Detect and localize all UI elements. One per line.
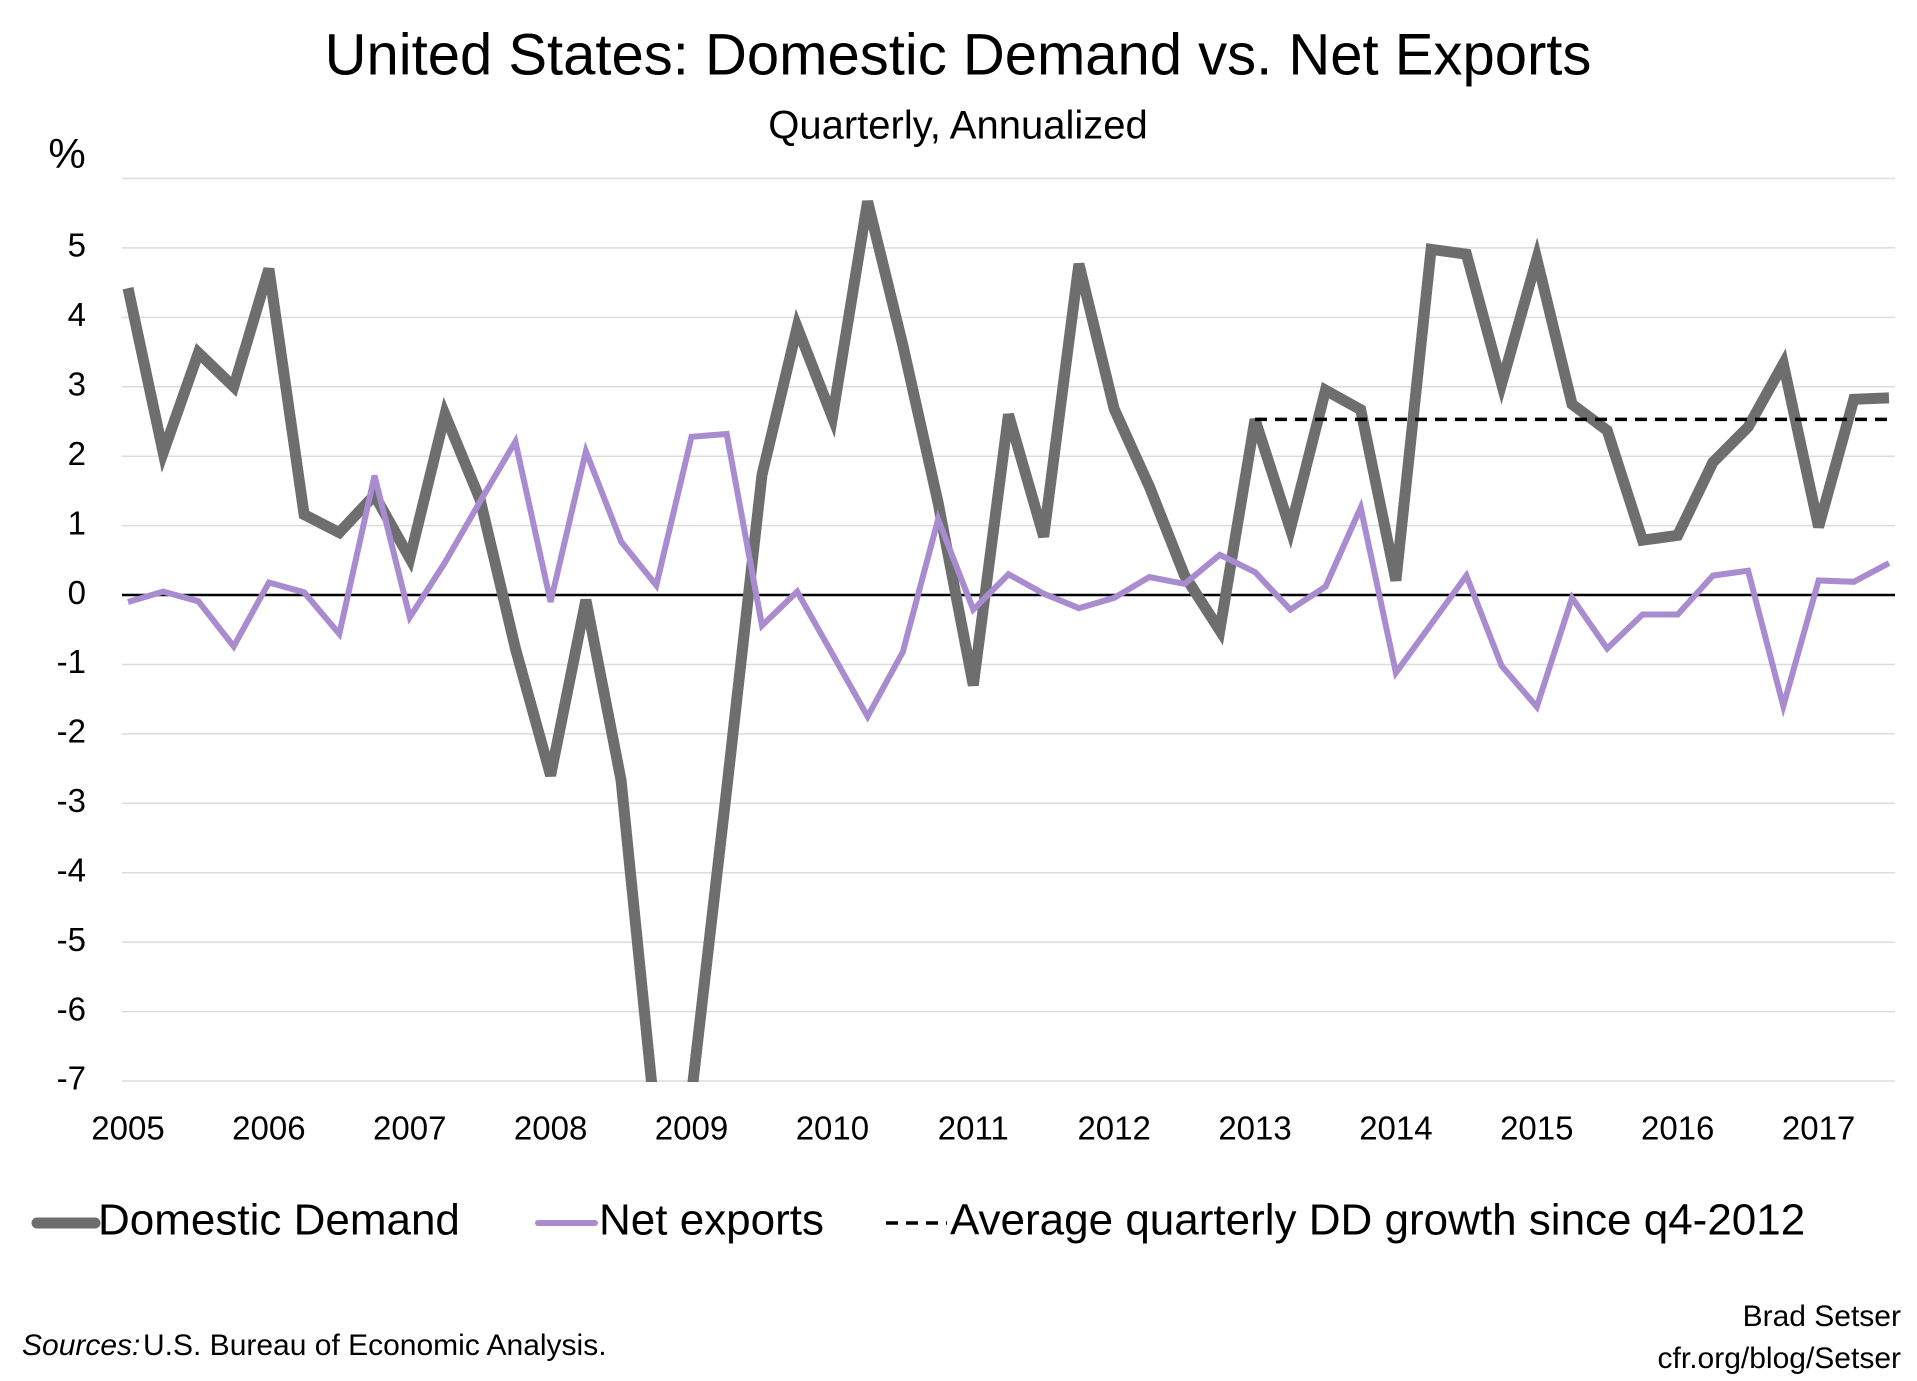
y-tick-label: 0: [68, 574, 86, 611]
y-tick-label: 5: [68, 227, 86, 264]
x-tick-label: 2016: [1641, 1110, 1714, 1147]
series-line: [127, 430, 1891, 723]
legend-label: Average quarterly DD growth since q4-201…: [950, 1196, 1805, 1245]
x-tick-label: 2015: [1500, 1110, 1573, 1147]
y-tick-label: 3: [68, 365, 86, 402]
x-tick-label: 2012: [1077, 1110, 1150, 1147]
x-tick-label: 2008: [514, 1110, 587, 1147]
y-tick-label: -6: [57, 990, 86, 1027]
x-tick-label: 2017: [1782, 1110, 1855, 1147]
sources-label: Sources:: [22, 1329, 140, 1362]
x-tick-label: 2005: [91, 1110, 164, 1147]
x-tick-label: 2007: [373, 1110, 446, 1147]
x-tick-label: 2009: [655, 1110, 728, 1147]
y-tick-label: -4: [57, 851, 86, 888]
chart-subtitle: Quarterly, Annualized: [768, 104, 1147, 148]
plot-lines: [122, 200, 1891, 1082]
y-tick-label: -5: [57, 921, 86, 958]
chart-title: United States: Domestic Demand vs. Net E…: [325, 22, 1592, 87]
credit-author: Brad Setser: [1743, 1300, 1901, 1333]
x-tick-label: 2014: [1359, 1110, 1432, 1147]
y-tick-label: -7: [57, 1060, 86, 1097]
y-tick-label: 2: [68, 435, 86, 472]
grid: -7 -6 -5 -4 -3 -2 -1 0 1 2 3 4 5 2005 2006 2007 2008 2009…: [57, 177, 1895, 1147]
y-tick-label: -1: [57, 643, 86, 680]
sources-text: U.S. Bureau of Economic Analysis.: [143, 1329, 607, 1362]
x-tick-label: 2011: [938, 1110, 1009, 1147]
x-tick-label: 2006: [232, 1110, 305, 1147]
y-tick-label: 1: [68, 504, 86, 541]
legend-label: Domestic Demand: [98, 1196, 460, 1245]
x-tick-label: 2013: [1218, 1110, 1291, 1147]
x-tick-label: 2010: [796, 1110, 869, 1147]
series-line: [122, 200, 1890, 1082]
y-tick-label: -3: [57, 782, 86, 819]
credit-url: cfr.org/blog/Setser: [1658, 1342, 1901, 1375]
y-axis-label: %: [48, 130, 85, 177]
y-tick-label: 4: [68, 296, 86, 333]
legend-label: Net exports: [599, 1196, 824, 1245]
y-tick-label: -2: [57, 713, 86, 750]
legend: Domestic Demand Net exports Average quarte…: [31, 1196, 1805, 1245]
